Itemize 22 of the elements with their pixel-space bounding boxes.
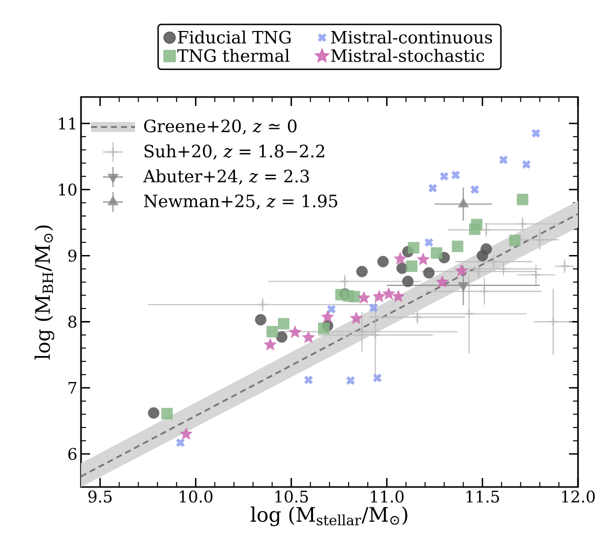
legend-label: Fiducial TNG: [178, 30, 291, 44]
y-tick-label: 11: [59, 118, 76, 130]
x-tick-label: 10.5: [275, 490, 308, 503]
legend-label: Newman+25, z = 1.95: [144, 194, 338, 210]
legend-label: Abuter+24, z = 2.3: [143, 169, 309, 185]
y-tick-label: 6: [68, 448, 76, 460]
y-axis-title: log (M$_{BH}$/M$_{⊙}$): [34, 226, 54, 360]
x-tick-label: 9.5: [88, 490, 112, 503]
legend-label: Mistral-continuous: [331, 30, 492, 44]
y-tick-label: 10: [59, 183, 76, 196]
y-tick-label: 9: [68, 250, 76, 262]
legend-label: TNG thermal: [177, 48, 290, 62]
x-tick-label: 11.0: [370, 490, 404, 503]
x-tick-label: 12.0: [562, 490, 595, 503]
legend-label: Greene+20, z ≃ 0: [144, 120, 296, 134]
y-tick-label: 8: [68, 316, 76, 328]
x-tick-label: 10.0: [180, 490, 212, 503]
legend-label: Suh+20, z = 1.8−2.2: [144, 144, 324, 160]
x-axis-title: log (M$_{stellar}$/M$_{⊙}$): [250, 506, 408, 526]
legend-label: Mistral-stochastic: [331, 48, 484, 62]
y-tick-label: 7: [68, 382, 76, 394]
x-tick-label: 11.5: [466, 490, 499, 503]
